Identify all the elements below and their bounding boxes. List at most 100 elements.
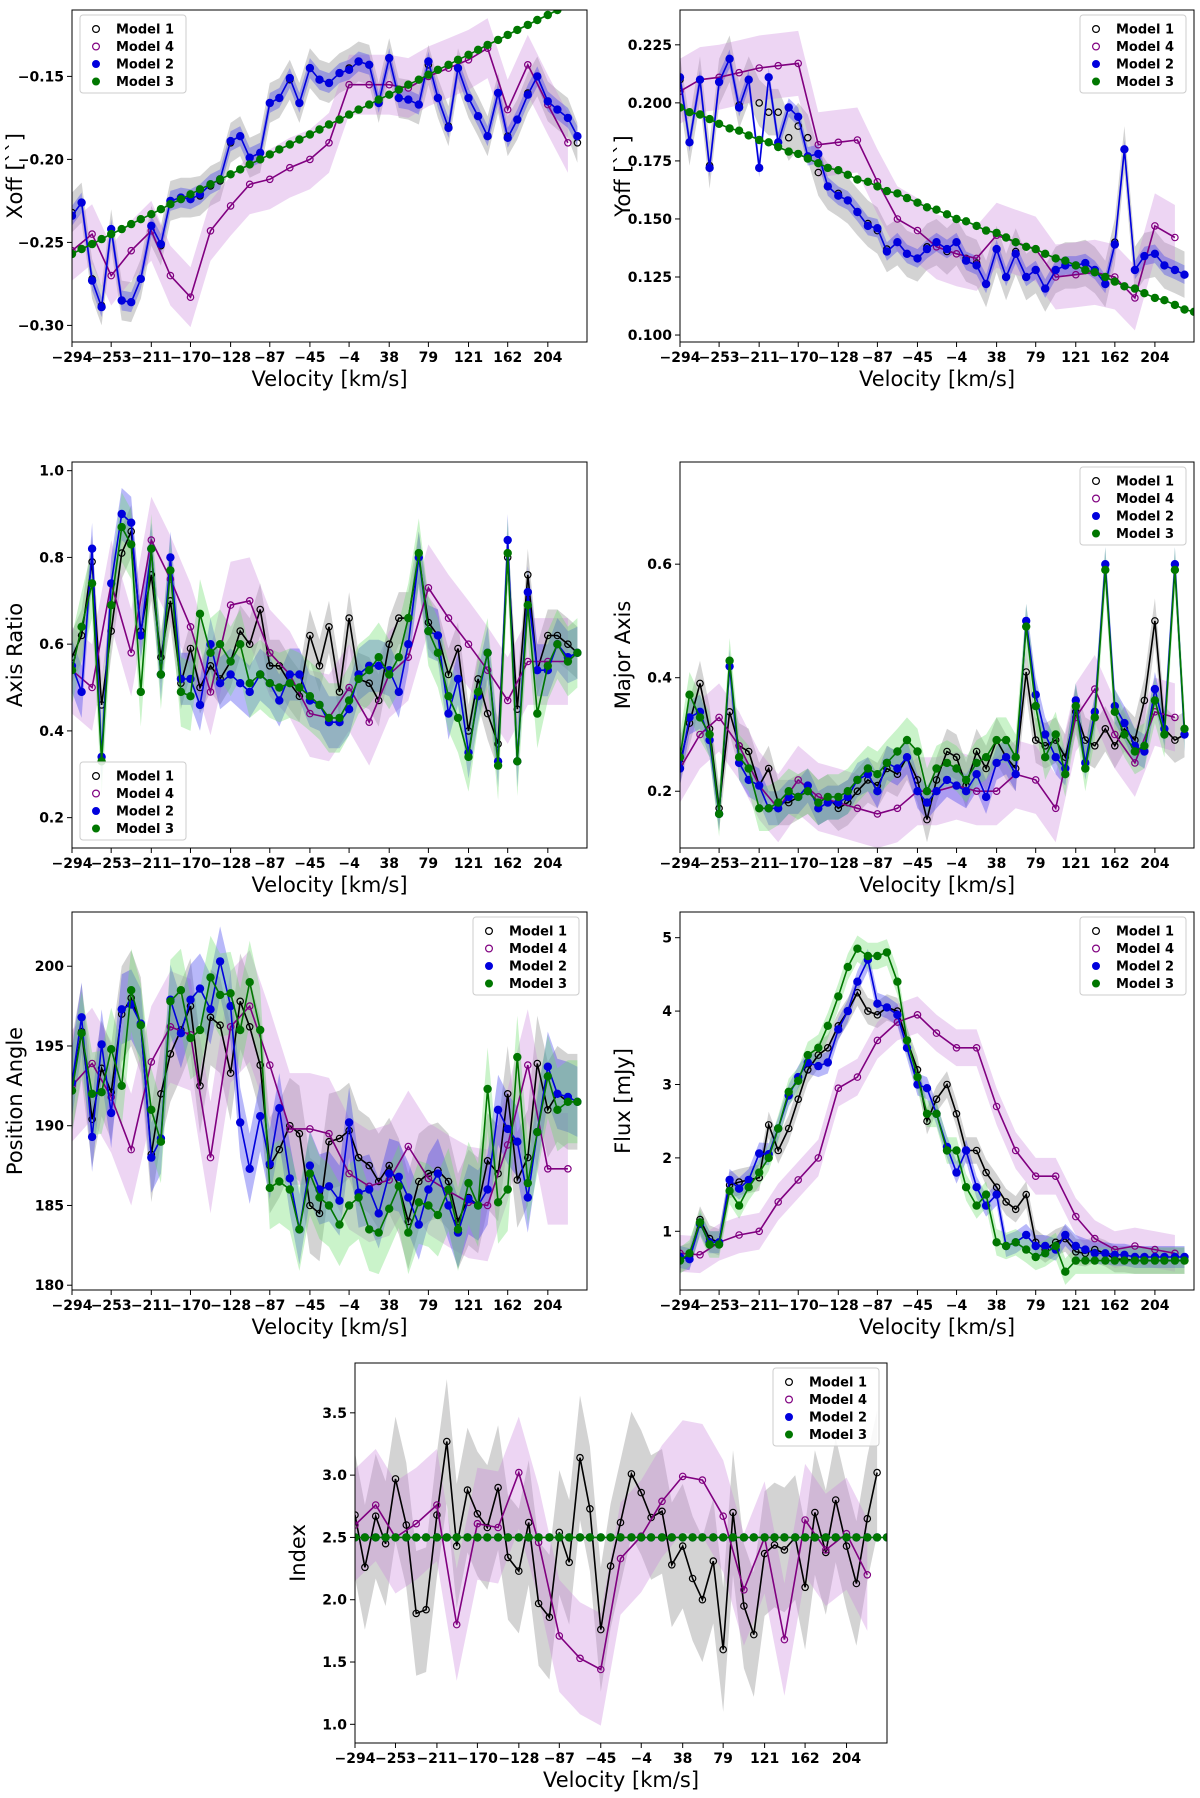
x-tick-label: 121 bbox=[454, 1298, 483, 1314]
x-tick-label: 79 bbox=[419, 1298, 438, 1314]
point-model-3 bbox=[585, 1533, 595, 1542]
point-model-3 bbox=[573, 1097, 582, 1107]
point-model-3 bbox=[97, 234, 106, 244]
point-model-3 bbox=[821, 1533, 831, 1542]
point-model-4 bbox=[740, 1586, 748, 1594]
point-model-3 bbox=[483, 648, 492, 658]
point-model-3 bbox=[913, 1072, 922, 1082]
point-model-4 bbox=[452, 1620, 461, 1629]
point-model-3 bbox=[872, 1533, 882, 1542]
series-model-2 bbox=[680, 955, 1189, 1264]
point-model-1 bbox=[596, 1625, 605, 1634]
point-model-3 bbox=[256, 155, 265, 164]
x-tick-label: −45 bbox=[902, 350, 933, 366]
point-model-3 bbox=[942, 210, 952, 219]
point-model-2 bbox=[354, 57, 363, 66]
point-model-3 bbox=[774, 142, 783, 152]
point-model-1 bbox=[952, 1110, 961, 1118]
point-model-3 bbox=[882, 186, 892, 196]
point-model-3 bbox=[1061, 770, 1070, 779]
legend-marker-model-4 bbox=[1091, 944, 1100, 953]
point-model-3 bbox=[117, 522, 126, 532]
point-model-3 bbox=[893, 747, 902, 756]
point-model-3 bbox=[882, 758, 892, 768]
point-model-4 bbox=[814, 1154, 823, 1162]
axes-frame bbox=[71, 9, 588, 343]
point-model-2 bbox=[1081, 258, 1090, 268]
point-model-3 bbox=[810, 1533, 820, 1542]
point-model-4 bbox=[523, 61, 532, 69]
point-model-3 bbox=[932, 1109, 941, 1119]
point-model-3 bbox=[784, 1087, 793, 1097]
x-tick-label: −170 bbox=[170, 856, 211, 872]
point-model-2 bbox=[473, 111, 483, 121]
point-model-1 bbox=[774, 1146, 783, 1155]
point-model-1 bbox=[433, 1511, 441, 1519]
point-model-3 bbox=[385, 1204, 394, 1213]
point-model-3 bbox=[305, 1169, 315, 1178]
point-model-3 bbox=[1001, 735, 1011, 745]
point-model-2 bbox=[335, 1196, 344, 1205]
point-model-3 bbox=[1130, 747, 1140, 756]
point-model-3 bbox=[305, 130, 315, 139]
point-model-2 bbox=[725, 54, 734, 64]
point-model-3 bbox=[734, 1201, 744, 1210]
point-model-3 bbox=[981, 226, 991, 235]
point-model-1 bbox=[236, 997, 245, 1006]
point-model-2 bbox=[823, 182, 833, 191]
point-model-4 bbox=[1031, 1172, 1040, 1181]
point-model-3 bbox=[714, 119, 724, 129]
point-model-3 bbox=[1001, 1241, 1011, 1251]
point-model-3 bbox=[195, 1025, 205, 1035]
x-tick-label: 162 bbox=[1100, 350, 1129, 366]
point-model-4 bbox=[678, 1472, 687, 1481]
point-model-2 bbox=[1040, 730, 1050, 739]
point-model-4 bbox=[834, 138, 843, 147]
point-model-4 bbox=[503, 696, 512, 705]
point-model-1 bbox=[504, 1553, 512, 1562]
point-model-4 bbox=[755, 64, 764, 72]
point-model-3 bbox=[794, 149, 803, 159]
point-model-3 bbox=[1090, 268, 1100, 277]
point-model-2 bbox=[902, 753, 912, 762]
y-tick-label: 0.6 bbox=[647, 557, 672, 573]
point-model-3 bbox=[553, 640, 562, 649]
series-model-3 bbox=[72, 522, 582, 770]
point-model-1 bbox=[315, 661, 324, 670]
point-model-3 bbox=[503, 1533, 513, 1542]
point-model-1 bbox=[354, 1153, 363, 1162]
point-model-4 bbox=[345, 1169, 353, 1178]
point-model-3 bbox=[391, 1533, 400, 1542]
point-model-4 bbox=[206, 1153, 215, 1162]
x-tick-label: −211 bbox=[739, 1298, 780, 1314]
point-model-4 bbox=[325, 1129, 333, 1138]
x-tick-label: −4 bbox=[338, 350, 360, 366]
point-model-3 bbox=[483, 1533, 492, 1542]
point-model-4 bbox=[680, 87, 684, 96]
point-model-3 bbox=[952, 764, 961, 773]
point-model-2 bbox=[344, 65, 354, 75]
point-model-4 bbox=[952, 1044, 961, 1052]
point-model-4 bbox=[735, 741, 743, 750]
point-model-2 bbox=[424, 1185, 433, 1194]
point-model-3 bbox=[176, 986, 186, 995]
legend-box bbox=[79, 761, 187, 841]
point-model-3 bbox=[433, 1210, 443, 1220]
point-model-2 bbox=[1120, 718, 1129, 728]
point-model-2 bbox=[922, 1083, 932, 1093]
point-model-2 bbox=[543, 1062, 553, 1071]
point-model-1 bbox=[543, 631, 552, 640]
point-model-2 bbox=[922, 244, 932, 254]
point-model-4 bbox=[385, 80, 394, 89]
point-model-1 bbox=[784, 133, 793, 142]
point-model-3 bbox=[433, 648, 443, 658]
point-model-3 bbox=[394, 1182, 403, 1191]
point-model-4 bbox=[794, 776, 803, 784]
point-model-2 bbox=[533, 72, 542, 81]
point-model-2 bbox=[147, 1153, 156, 1162]
point-model-3 bbox=[126, 986, 136, 995]
point-model-1 bbox=[295, 1129, 304, 1138]
point-model-4 bbox=[794, 1176, 803, 1184]
point-model-3 bbox=[275, 683, 284, 692]
point-model-3 bbox=[1160, 296, 1169, 305]
